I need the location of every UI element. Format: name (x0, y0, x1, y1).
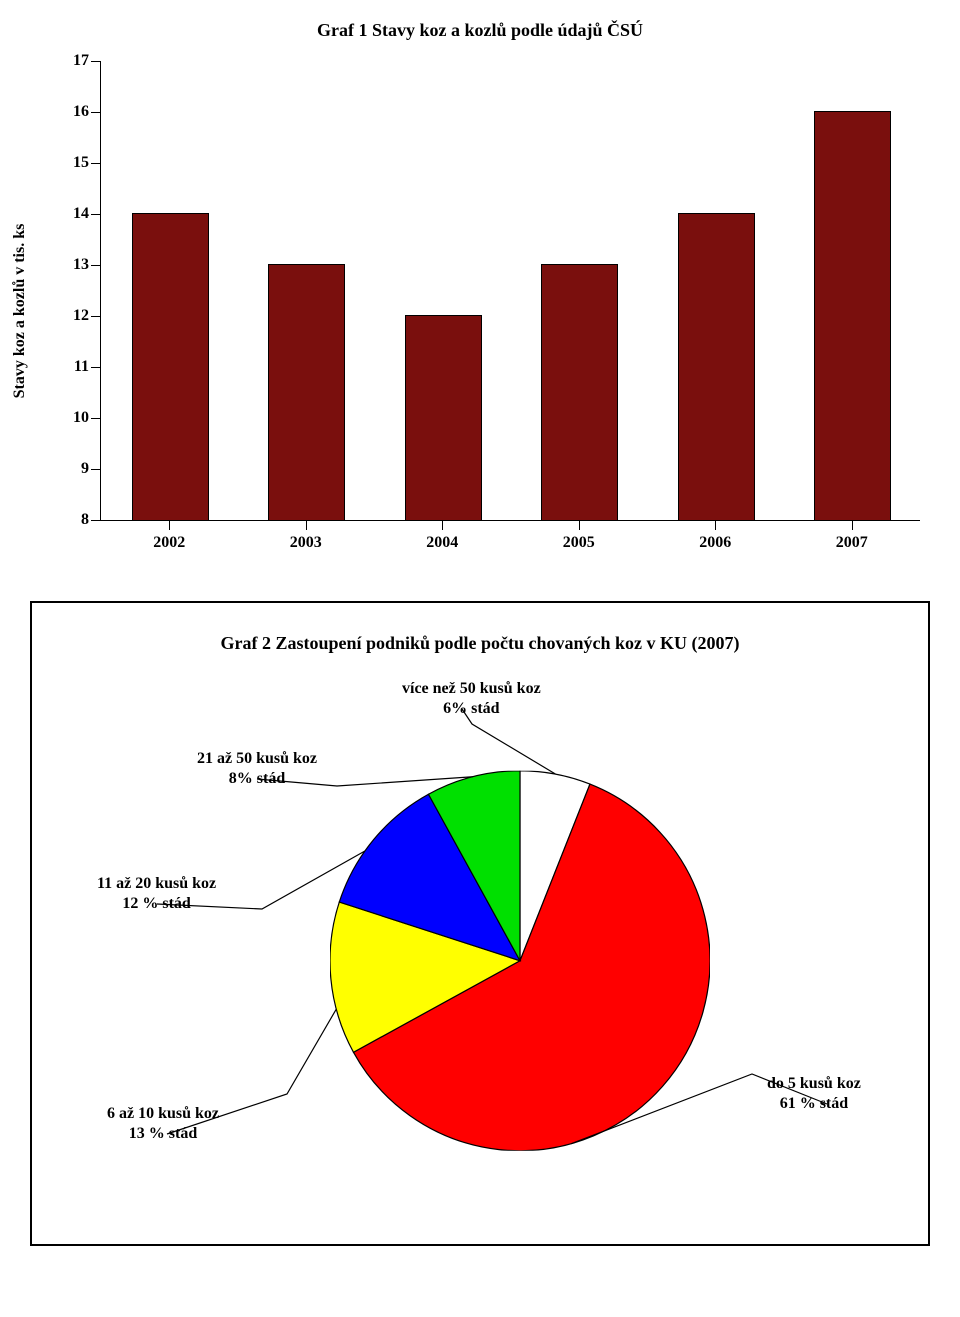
pie-slice-label: 21 až 50 kusů koz8% stád (197, 749, 317, 789)
bar-chart-y-axis-label: Stavy koz a kozlů v tis. ks (11, 224, 29, 399)
pie-slice-label: více než 50 kusů koz6% stád (402, 679, 541, 719)
y-tick-label: 9 (61, 460, 89, 478)
pie-slice-label: 6 až 10 kusů koz13 % stád (107, 1104, 219, 1144)
y-tick-label: 8 (61, 511, 89, 529)
x-tick (715, 520, 716, 530)
y-tick-label: 11 (61, 358, 89, 376)
bar-chart-plot-area: 8910111213141516172002200320042005200620… (100, 61, 920, 521)
y-tick-label: 16 (61, 103, 89, 121)
y-tick (91, 367, 101, 368)
y-tick (91, 214, 101, 215)
pie-chart-title: Graf 2 Zastoupení podniků podle počtu ch… (42, 633, 918, 654)
x-tick-label: 2003 (290, 534, 322, 552)
y-tick (91, 112, 101, 113)
pie-slice-label-line2: 6% stád (402, 699, 541, 719)
x-tick (169, 520, 170, 530)
bar (268, 264, 345, 520)
pie-slice-label-line1: více než 50 kusů koz (402, 679, 541, 699)
pie-slice-label-line1: do 5 kusů koz (767, 1074, 861, 1094)
y-tick (91, 469, 101, 470)
bar-chart: Stavy koz a kozlů v tis. ks 891011121314… (30, 61, 930, 561)
bar-chart-bars (101, 61, 920, 520)
pie-slice-label-line1: 11 až 20 kusů koz (97, 874, 216, 894)
pie-slice-label-line1: 6 až 10 kusů koz (107, 1104, 219, 1124)
pie-chart: více než 50 kusů koz6% stád 21 až 50 kusů… (42, 674, 922, 1214)
pie-slice-label-line2: 61 % stád (767, 1094, 861, 1114)
x-tick (306, 520, 307, 530)
pie-slice-label: 11 až 20 kusů koz12 % stád (97, 874, 216, 914)
x-tick-label: 2007 (836, 534, 868, 552)
pie-slice-label-line2: 8% stád (197, 769, 317, 789)
pie-slice-label-line1: 21 až 50 kusů koz (197, 749, 317, 769)
x-tick (442, 520, 443, 530)
bar (541, 264, 618, 520)
x-tick-label: 2005 (563, 534, 595, 552)
x-tick-label: 2002 (153, 534, 185, 552)
x-tick-label: 2006 (699, 534, 731, 552)
page: Graf 1 Stavy koz a kozlů podle údajů ČSÚ… (0, 0, 960, 1266)
y-tick-label: 17 (61, 52, 89, 70)
pie-slice-label: do 5 kusů koz61 % stád (767, 1074, 861, 1114)
y-tick (91, 418, 101, 419)
x-tick-label: 2004 (426, 534, 458, 552)
pie-slice-label-line2: 12 % stád (97, 894, 216, 914)
y-tick (91, 265, 101, 266)
bar (678, 213, 755, 520)
x-tick (579, 520, 580, 530)
y-tick-label: 10 (61, 409, 89, 427)
bar (132, 213, 209, 520)
pie-slice-label-line2: 13 % stád (107, 1124, 219, 1144)
y-tick (91, 316, 101, 317)
x-tick (852, 520, 853, 530)
y-tick (91, 163, 101, 164)
y-tick (91, 61, 101, 62)
bar-chart-title: Graf 1 Stavy koz a kozlů podle údajů ČSÚ (20, 20, 940, 41)
bar (814, 111, 891, 520)
bar (405, 315, 482, 520)
y-tick-label: 14 (61, 205, 89, 223)
y-tick-label: 15 (61, 154, 89, 172)
y-tick-label: 12 (61, 307, 89, 325)
y-tick-label: 13 (61, 256, 89, 274)
y-tick (91, 520, 101, 521)
pie-chart-frame: Graf 2 Zastoupení podniků podle počtu ch… (30, 601, 930, 1246)
